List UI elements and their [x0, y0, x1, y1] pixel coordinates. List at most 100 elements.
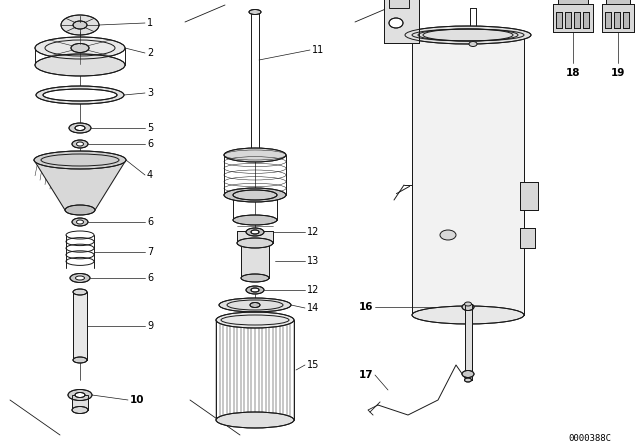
Text: 0000388C: 0000388C: [568, 434, 611, 443]
Bar: [465, 304, 472, 380]
Bar: [465, 304, 472, 380]
Text: 6: 6: [147, 273, 153, 283]
Polygon shape: [34, 160, 126, 210]
Ellipse shape: [35, 54, 125, 76]
Ellipse shape: [462, 303, 474, 310]
Ellipse shape: [246, 286, 264, 294]
Text: 11: 11: [312, 45, 324, 55]
Bar: [558, 0, 588, 4]
Ellipse shape: [405, 26, 531, 44]
Ellipse shape: [469, 42, 477, 47]
Ellipse shape: [69, 123, 91, 133]
Bar: [520, 182, 538, 210]
Bar: [520, 228, 535, 248]
Bar: [556, 12, 562, 28]
Ellipse shape: [72, 406, 88, 414]
Ellipse shape: [440, 230, 456, 240]
Bar: [602, 4, 634, 32]
Bar: [605, 12, 611, 28]
Bar: [412, 35, 524, 315]
Bar: [565, 12, 571, 28]
Ellipse shape: [36, 86, 124, 104]
Ellipse shape: [237, 238, 273, 248]
Ellipse shape: [219, 298, 291, 312]
Ellipse shape: [465, 302, 472, 306]
Ellipse shape: [216, 412, 294, 428]
Text: 15: 15: [307, 360, 319, 370]
Ellipse shape: [233, 190, 277, 200]
Text: 19: 19: [611, 68, 625, 78]
Ellipse shape: [75, 392, 85, 397]
Ellipse shape: [77, 220, 83, 224]
Ellipse shape: [61, 15, 99, 35]
Bar: [520, 228, 535, 248]
Bar: [237, 231, 273, 243]
Bar: [553, 4, 593, 32]
Ellipse shape: [71, 43, 89, 52]
Ellipse shape: [241, 274, 269, 282]
Text: 13: 13: [307, 256, 319, 266]
Ellipse shape: [224, 148, 286, 162]
Bar: [574, 12, 580, 28]
Ellipse shape: [462, 370, 474, 378]
Bar: [389, 0, 409, 8]
Bar: [565, 12, 571, 28]
Ellipse shape: [75, 125, 85, 130]
Text: 6: 6: [147, 139, 153, 149]
Text: 6: 6: [147, 217, 153, 227]
Bar: [606, 0, 630, 4]
Ellipse shape: [216, 312, 294, 328]
Text: 12: 12: [307, 227, 319, 237]
Ellipse shape: [72, 140, 88, 148]
Text: 14: 14: [307, 303, 319, 313]
Bar: [73, 292, 87, 360]
Text: 4: 4: [147, 170, 153, 180]
Bar: [520, 182, 538, 210]
Text: 18: 18: [566, 68, 580, 78]
Bar: [605, 12, 611, 28]
Bar: [583, 12, 589, 28]
Ellipse shape: [65, 205, 95, 215]
Ellipse shape: [72, 218, 88, 226]
Bar: [384, 0, 419, 43]
Text: 9: 9: [147, 321, 153, 331]
Bar: [553, 4, 593, 32]
Text: 10: 10: [130, 395, 145, 405]
Bar: [623, 12, 629, 28]
Text: 17: 17: [358, 370, 373, 380]
Bar: [602, 4, 634, 32]
Bar: [73, 292, 87, 360]
Ellipse shape: [70, 273, 90, 283]
Ellipse shape: [73, 21, 87, 29]
Text: 16: 16: [358, 302, 373, 312]
Bar: [574, 12, 580, 28]
Ellipse shape: [35, 37, 125, 59]
Ellipse shape: [389, 18, 403, 28]
Text: 1: 1: [147, 18, 153, 28]
Text: 7: 7: [147, 246, 153, 257]
Ellipse shape: [68, 389, 92, 401]
Bar: [72, 395, 88, 410]
Ellipse shape: [73, 357, 87, 363]
Bar: [614, 12, 620, 28]
Ellipse shape: [76, 276, 84, 280]
Bar: [606, 0, 630, 4]
Bar: [556, 12, 562, 28]
Text: 2: 2: [147, 48, 153, 58]
Bar: [583, 12, 589, 28]
Bar: [614, 12, 620, 28]
Ellipse shape: [249, 9, 261, 14]
Bar: [72, 395, 88, 410]
Ellipse shape: [43, 89, 117, 101]
Ellipse shape: [251, 230, 259, 234]
Bar: [412, 35, 524, 315]
Ellipse shape: [412, 306, 524, 324]
Ellipse shape: [34, 151, 126, 169]
Text: 12: 12: [307, 285, 319, 295]
Ellipse shape: [233, 215, 277, 225]
Ellipse shape: [251, 288, 259, 292]
Ellipse shape: [250, 302, 260, 307]
Text: 3: 3: [147, 88, 153, 98]
Ellipse shape: [73, 289, 87, 295]
Ellipse shape: [465, 378, 472, 382]
